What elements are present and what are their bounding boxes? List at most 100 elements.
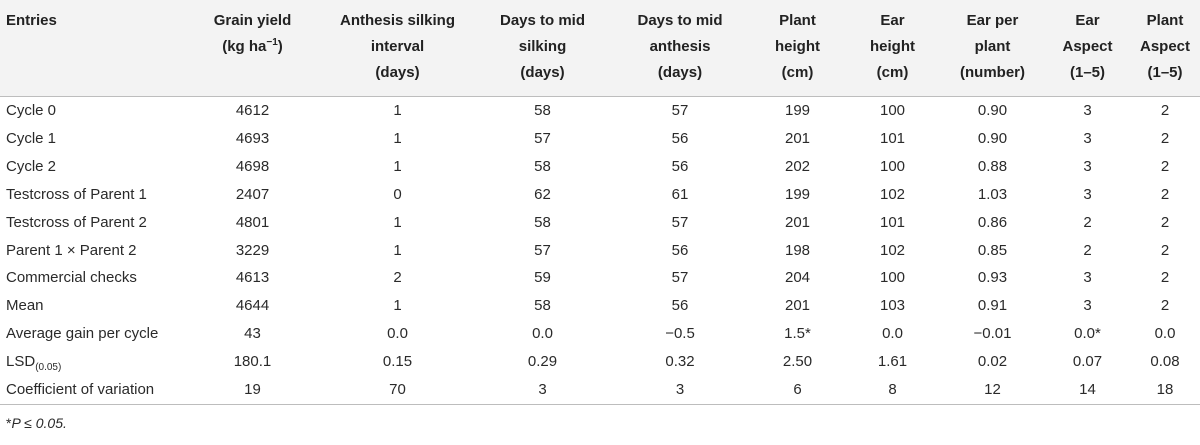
table-cell: 102: [879, 185, 906, 203]
table-cell: 1.61: [877, 353, 908, 371]
table-cell: 61: [671, 185, 689, 203]
header-anthesis-silking-interval: Anthesis silking interval (days): [339, 12, 456, 81]
table-row: Cycle 1 4693 1 57 56 201 101 0.90 3 2: [0, 125, 1200, 153]
table-cell: 3229: [235, 241, 270, 259]
table-cell: 1: [393, 213, 402, 231]
header-plant-aspect: Plant Aspect (1–5): [1139, 12, 1191, 81]
table-cell: 2: [1160, 157, 1170, 175]
table-cell: 0.0: [1154, 325, 1176, 343]
footnote-text: P ≤ 0.05.: [11, 414, 67, 431]
table-cell: 101: [879, 129, 906, 147]
table-cell: 19: [185, 376, 320, 405]
table-row: Commercial checks 4613 2 59 57 204 100 0.93 3 2: [0, 264, 1200, 292]
table-cell: 1: [393, 241, 402, 259]
table-cell: 4644: [235, 297, 270, 315]
table-cell: 2: [1160, 269, 1170, 287]
table-row: LSD(0.05) 180.1 0.15 0.29 0.32 2.50 1.61 0.02 0.…: [0, 348, 1200, 376]
header-ear-aspect: Ear Aspect (1–5): [1062, 12, 1113, 81]
table-cell: 12: [940, 376, 1045, 405]
table-cell: 0.15: [382, 353, 413, 371]
table-row: Testcross of Parent 1 2407 0 62 61 199 102 1.03…: [0, 181, 1200, 209]
table-cell: 59: [534, 269, 551, 287]
table-cell: 56: [671, 297, 689, 315]
table-cell: 56: [671, 241, 689, 259]
table-cell: 2: [1083, 213, 1092, 231]
table-cell: 2: [1083, 241, 1092, 259]
table-row: Coefficient of variation 19 70 3 3 6 8 12 14 18: [0, 376, 1200, 405]
table-cell: 0.0: [387, 325, 408, 343]
table-cell: 57: [671, 269, 689, 287]
table-cell: 3: [1083, 129, 1092, 147]
table-row: Average gain per cycle 43 0.0 0.0 −0.5 1.5* 0.…: [0, 320, 1200, 348]
row-label: Average gain per cycle: [6, 325, 159, 343]
table-cell: 2.50: [782, 353, 813, 371]
table-cell: 2407: [235, 185, 270, 203]
header-plant-height: Plant height (cm): [775, 12, 820, 81]
footnote-marker: *: [6, 414, 12, 431]
table-cell: 1: [393, 102, 402, 119]
table-cell: 0.0: [532, 325, 553, 343]
table-cell: −0.5: [665, 325, 695, 343]
header-row: Entries Grain yield (kg ha−1) Anthesis s…: [0, 0, 1200, 97]
table-cell: 1.5*: [784, 325, 811, 343]
table-cell: 3: [1083, 297, 1092, 315]
table-cell: 0.07: [1072, 353, 1103, 371]
table-cell: 58: [534, 102, 551, 119]
table-cell: 100: [879, 269, 906, 287]
table-body: Cycle 0 4612 1 58 57 199 100 0.90 3 2 Cycle 1 4693 1…: [0, 97, 1200, 405]
table-cell: 4612: [235, 102, 270, 119]
table-cell: 1: [393, 129, 402, 147]
table-cell: 3: [1083, 269, 1092, 287]
table-cell: 199: [784, 102, 811, 119]
table-cell: 101: [879, 213, 906, 231]
table-cell: 0.90: [977, 102, 1008, 119]
header-grain-yield: Grain yield (kg ha−1): [213, 12, 292, 55]
table-cell: 43: [244, 325, 261, 343]
table-cell: 3: [610, 376, 750, 405]
table-cell: 202: [784, 157, 811, 175]
table-cell: 201: [784, 129, 811, 147]
table-cell: 58: [534, 213, 551, 231]
table-cell: 56: [671, 129, 689, 147]
table-row: Testcross of Parent 2 4801 1 58 57 201 101 0.86…: [0, 209, 1200, 237]
table-cell: 4693: [235, 129, 270, 147]
header-divider: [0, 96, 1200, 97]
table-cell: 2: [1160, 102, 1170, 119]
table-cell: 0: [393, 185, 402, 203]
table-cell: 199: [784, 185, 811, 203]
table-cell: 3: [1083, 102, 1092, 119]
table-cell: 58: [534, 157, 551, 175]
row-label: LSD(0.05): [6, 353, 62, 374]
table-cell: 0.86: [977, 213, 1008, 231]
table-cell: 14: [1045, 376, 1130, 405]
table-cell: 1: [393, 297, 402, 315]
table-row: Mean 4644 1 58 56 201 103 0.91 3 2: [0, 292, 1200, 320]
table-cell: 4801: [235, 213, 270, 231]
table-cell: 100: [879, 102, 906, 119]
row-label: Cycle 0: [6, 102, 57, 119]
table-cell: 201: [784, 213, 811, 231]
table-cell: 8: [845, 376, 940, 405]
table-cell: 4613: [235, 269, 270, 287]
row-label: Parent 1 × Parent 2: [6, 241, 137, 259]
footnote: *P ≤ 0.05.: [0, 405, 1200, 431]
header-days-to-mid-silking: Days to mid silking (days): [499, 12, 586, 81]
table-cell: 2: [1160, 185, 1170, 203]
table-cell: 1.03: [977, 185, 1008, 203]
table-cell: 3: [475, 376, 610, 405]
table-cell: 0.0: [882, 325, 903, 343]
table-cell: 57: [534, 129, 551, 147]
table-cell: 4698: [235, 157, 270, 175]
table-cell: 3: [1083, 185, 1092, 203]
header-ear-per-plant: Ear per plant (number): [960, 12, 1025, 81]
header-entries: Entries: [6, 12, 57, 29]
table-cell: 201: [784, 297, 811, 315]
table-cell: 0.29: [527, 353, 558, 371]
table-cell: 2: [393, 269, 402, 287]
table-cell: 56: [671, 157, 689, 175]
row-label: Cycle 2: [6, 157, 57, 175]
table-cell: 0.91: [977, 297, 1008, 315]
table-cell: 0.0*: [1074, 325, 1101, 343]
table-cell: 6: [750, 376, 845, 405]
row-label: Testcross of Parent 1: [6, 185, 147, 203]
